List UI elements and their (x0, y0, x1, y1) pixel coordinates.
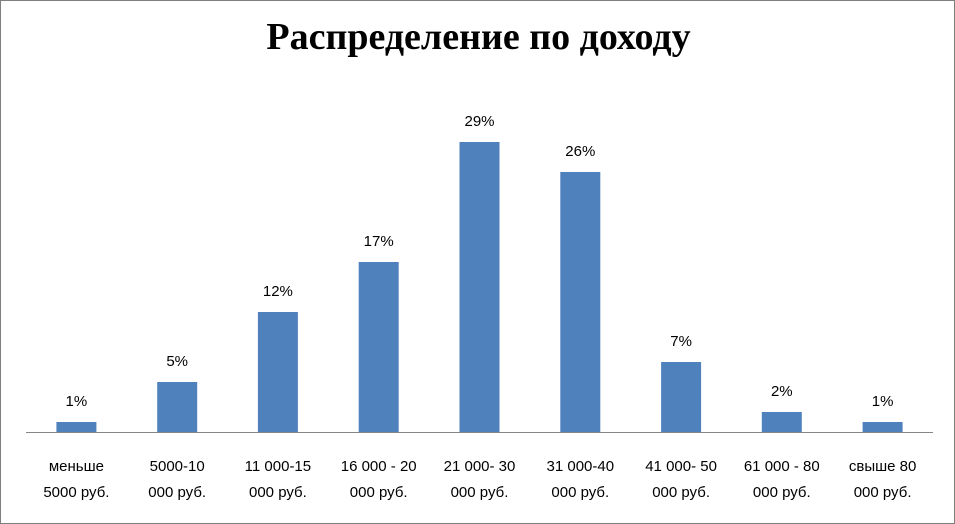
data-label: 26% (565, 143, 595, 160)
bar (761, 412, 802, 432)
x-tick-label: 11 000-15 (245, 458, 311, 475)
x-tick-label: 16 000 - 20 (341, 458, 417, 475)
x-tick-label: 000 руб. (854, 484, 912, 501)
x-tick-label: свыше 80 (849, 458, 916, 475)
data-label: 29% (464, 113, 494, 130)
bar (257, 312, 298, 432)
x-tick-label: 000 руб. (551, 484, 609, 501)
data-label: 12% (263, 283, 293, 300)
bar (459, 142, 500, 432)
x-tick-label: 5000 руб. (43, 484, 109, 501)
data-label: 7% (670, 333, 692, 350)
chart-title: Распределение по доходу (266, 16, 691, 58)
data-label: 5% (166, 353, 188, 370)
bar (560, 172, 601, 432)
data-label: 17% (364, 233, 394, 250)
x-tick-label: меньше (49, 458, 104, 475)
data-label: 1% (66, 393, 88, 410)
x-tick-label: 5000-10 (150, 458, 205, 475)
x-tick-label: 000 руб. (753, 484, 811, 501)
x-tick-label: 61 000 - 80 (744, 458, 820, 475)
data-label: 2% (771, 383, 793, 400)
bar (157, 382, 198, 432)
bar (661, 362, 702, 432)
x-tick-label: 41 000- 50 (645, 458, 717, 475)
x-tick-label: 000 руб. (148, 484, 206, 501)
bar (862, 422, 903, 432)
x-tick-label: 000 руб. (249, 484, 307, 501)
data-label: 1% (872, 393, 894, 410)
x-tick-label: 000 руб. (350, 484, 408, 501)
x-tick-label: 000 руб. (652, 484, 710, 501)
x-tick-label: 21 000- 30 (444, 458, 516, 475)
x-tick-label: 31 000-40 (547, 458, 615, 475)
x-tick-label: 000 руб. (451, 484, 509, 501)
bar (56, 422, 97, 432)
bar (358, 262, 399, 432)
